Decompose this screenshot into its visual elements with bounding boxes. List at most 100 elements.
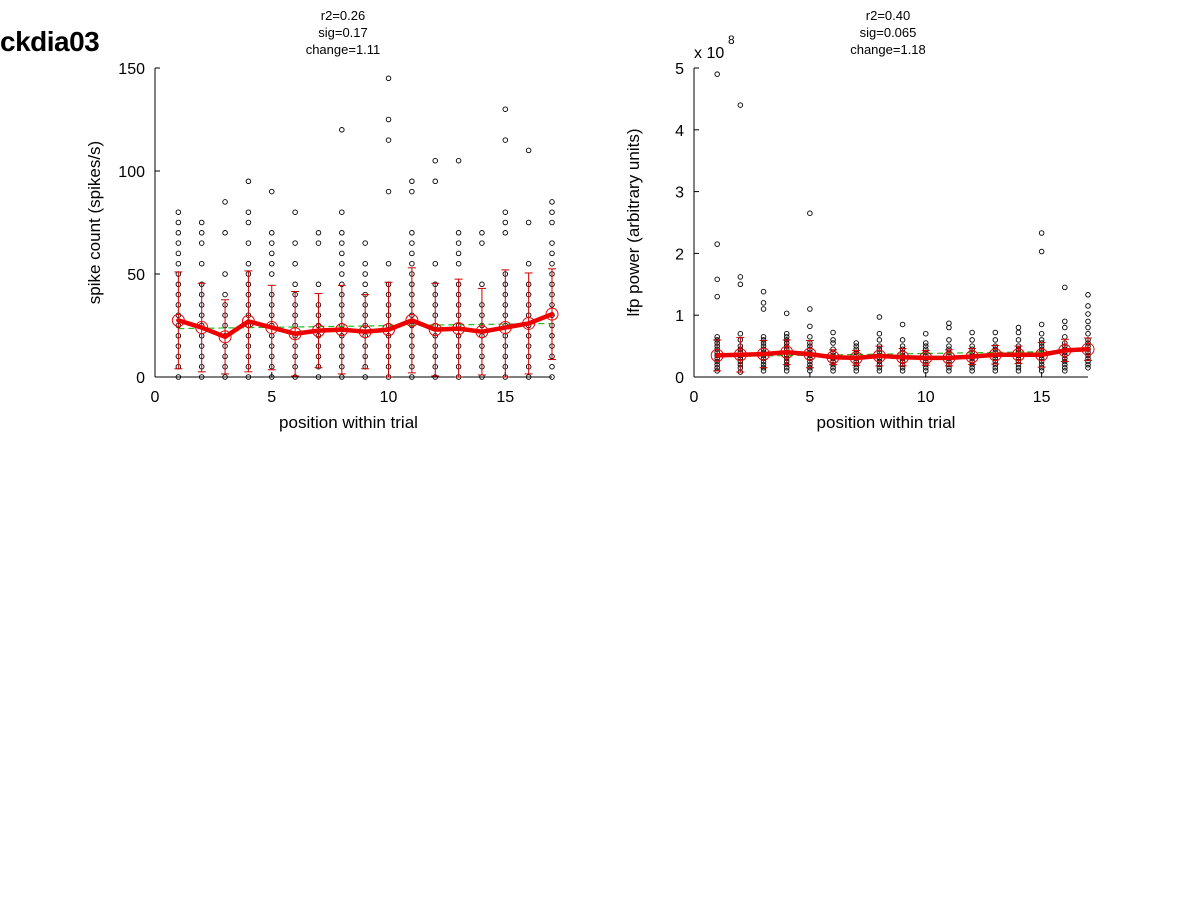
mean-marker — [335, 323, 349, 337]
data-point — [409, 260, 415, 267]
data-point — [783, 364, 790, 371]
data-point — [175, 209, 182, 215]
x-tick-label: 10 — [380, 389, 398, 406]
x-tick-label: 0 — [151, 389, 160, 406]
data-point — [783, 310, 790, 317]
data-point — [549, 240, 555, 246]
data-point — [269, 240, 275, 246]
data-point — [245, 240, 252, 246]
mean-marker — [896, 350, 910, 364]
data-point — [807, 210, 813, 216]
data-point — [1038, 368, 1045, 374]
data-point — [339, 374, 345, 380]
data-point — [923, 340, 929, 346]
chart-title-line: sig=0.065 — [860, 25, 917, 40]
page-title: ckdia03 — [0, 26, 100, 57]
data-point — [525, 260, 532, 267]
data-point — [549, 199, 555, 205]
data-point — [222, 374, 228, 380]
data-point — [1085, 364, 1091, 371]
mean-marker — [195, 321, 209, 335]
data-point — [269, 250, 275, 257]
error-bars — [174, 267, 556, 378]
data-point — [923, 368, 929, 374]
mean-marker — [1011, 348, 1025, 362]
data-point — [737, 281, 744, 288]
mean-marker — [710, 348, 724, 362]
x-tick-label: 15 — [496, 389, 514, 406]
mean-marker — [988, 348, 1002, 362]
data-point — [760, 334, 767, 340]
data-point — [992, 329, 999, 336]
data-point — [760, 300, 767, 306]
data-point — [455, 250, 462, 257]
data-point — [1062, 318, 1068, 325]
data-point — [502, 209, 509, 215]
mean-marker — [733, 348, 747, 362]
data-point — [315, 281, 322, 288]
data-point — [292, 260, 298, 267]
data-point — [362, 281, 368, 288]
chart-title-line: change=1.18 — [850, 42, 926, 57]
data-point — [760, 306, 767, 312]
data-point — [198, 374, 205, 380]
mean-marker — [498, 321, 512, 335]
data-point — [923, 330, 929, 337]
data-point — [1085, 318, 1091, 325]
mean-marker — [475, 325, 489, 339]
y-tick-label: 2 — [675, 246, 684, 263]
y-axis-label: lfp power (arbitrary units) — [624, 128, 643, 316]
data-point — [1062, 334, 1068, 340]
data-point — [385, 137, 392, 143]
data-point — [339, 230, 345, 236]
axis-exponent-power: 8 — [728, 33, 735, 47]
chart-title-line: change=1.11 — [306, 42, 381, 57]
data-point — [432, 178, 438, 185]
data-point — [175, 260, 182, 267]
mean-marker — [1081, 342, 1095, 356]
data-point — [969, 337, 975, 343]
data-point — [783, 368, 790, 374]
data-point — [1085, 292, 1091, 298]
data-point — [549, 250, 555, 257]
data-point — [245, 374, 252, 380]
data-point — [714, 334, 720, 340]
x-tick-label: 5 — [805, 389, 814, 406]
data-point — [339, 250, 345, 257]
data-point — [269, 374, 275, 380]
data-point — [1015, 368, 1022, 374]
data-point — [432, 157, 438, 164]
mean-marker — [171, 313, 185, 327]
data-point — [1085, 311, 1091, 317]
data-point — [549, 363, 555, 370]
y-axis-label: spike count (spikes/s) — [85, 141, 104, 304]
data-point — [198, 230, 205, 236]
chart-title-line: r2=0.26 — [321, 8, 365, 23]
data-point — [946, 343, 952, 349]
data-point — [1015, 329, 1022, 336]
data-point — [502, 137, 509, 143]
data-point — [455, 230, 462, 236]
mean-line — [176, 311, 555, 340]
chart-title-line: r2=0.40 — [866, 8, 910, 23]
data-point — [807, 334, 813, 340]
data-point — [245, 260, 252, 267]
mean-marker — [288, 327, 302, 341]
data-point — [385, 75, 392, 82]
data-point — [502, 230, 509, 236]
data-point — [1085, 330, 1091, 337]
data-point — [899, 343, 906, 349]
x-tick-label: 15 — [1033, 389, 1051, 406]
data-point — [455, 260, 462, 267]
mean-marker — [522, 316, 536, 330]
data-point — [339, 271, 345, 277]
data-point — [1038, 337, 1045, 343]
mean-marker — [218, 330, 232, 344]
data-point — [1062, 284, 1068, 291]
data-point — [549, 219, 555, 226]
mean-marker — [942, 351, 956, 365]
data-point — [830, 337, 836, 343]
y-tick-label: 150 — [118, 61, 145, 78]
data-point — [222, 271, 228, 277]
mean-marker — [965, 350, 979, 364]
